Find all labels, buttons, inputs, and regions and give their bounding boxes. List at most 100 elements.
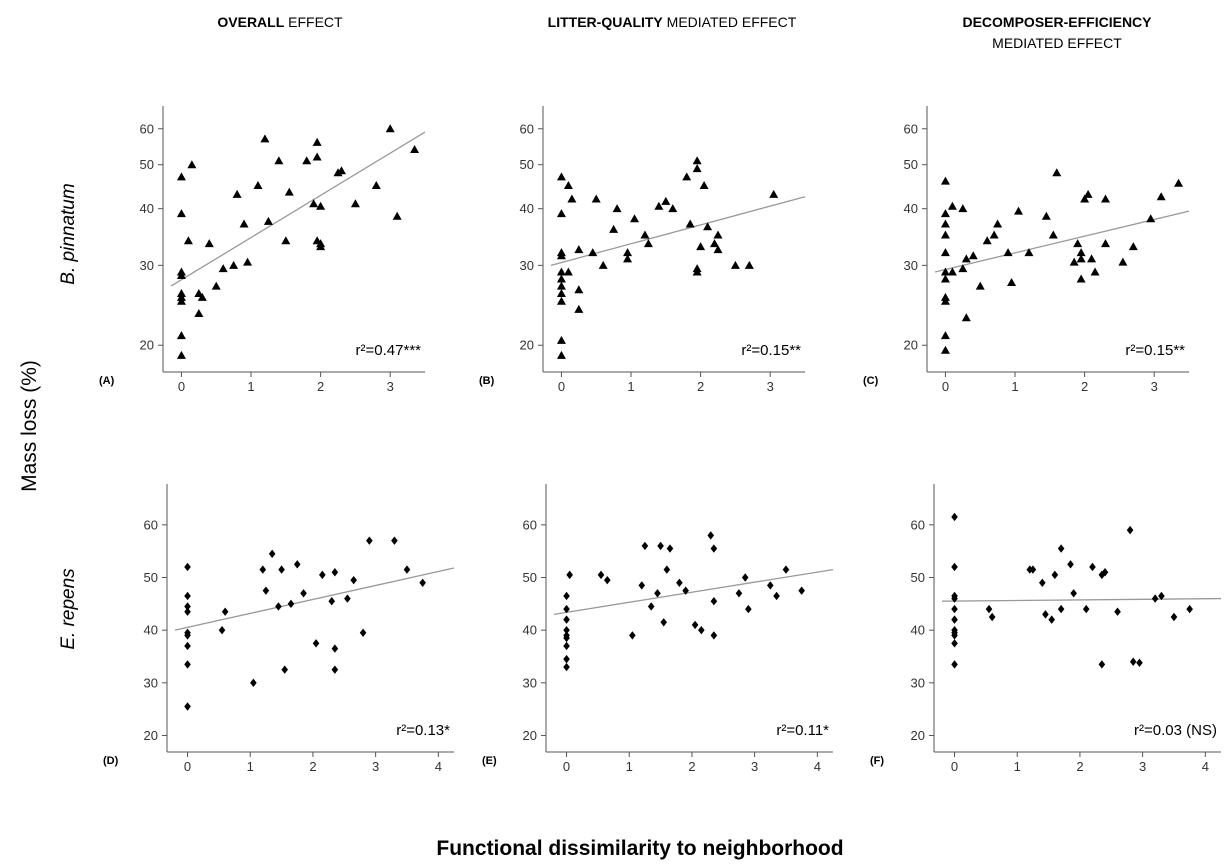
data-point (1098, 660, 1106, 669)
data-point (197, 292, 207, 301)
data-point (951, 512, 958, 522)
data-point (563, 654, 570, 664)
data-point (951, 660, 958, 669)
x-tick-label: 2 (1076, 759, 1083, 774)
y-tick-label: 30 (904, 258, 918, 273)
x-tick-label: 2 (688, 759, 695, 774)
data-point (968, 251, 978, 260)
x-tick-label: 0 (951, 759, 958, 774)
data-point (312, 639, 320, 648)
data-point (982, 236, 992, 245)
data-point (623, 248, 633, 257)
y-tick-label: 60 (520, 121, 534, 136)
data-point (657, 541, 664, 551)
y-tick-label: 30 (140, 258, 154, 273)
data-point (391, 536, 398, 545)
data-point (1126, 525, 1134, 535)
y-tick-label: 20 (144, 728, 158, 743)
data-point (1069, 257, 1079, 266)
data-point (940, 230, 950, 239)
data-point (260, 134, 270, 143)
data-point (1101, 568, 1109, 577)
fit-line (553, 568, 834, 616)
data-point (184, 641, 191, 651)
panel-letter: (E) (482, 755, 497, 767)
data-point (281, 236, 291, 245)
data-point (663, 565, 671, 574)
y-tick-label: 50 (904, 157, 918, 172)
data-point (1129, 657, 1137, 666)
data-point (713, 245, 723, 254)
data-point (744, 260, 754, 269)
data-point (1158, 591, 1165, 601)
data-point (184, 607, 191, 616)
data-point (1136, 658, 1143, 668)
data-point (275, 602, 282, 611)
data-point (316, 201, 326, 210)
data-point (312, 152, 322, 161)
data-point (184, 562, 191, 572)
x-tick-label: 0 (184, 759, 191, 774)
data-point (556, 274, 566, 283)
data-point (741, 573, 749, 582)
data-point (1146, 214, 1156, 223)
data-point (1118, 257, 1128, 266)
data-point (985, 604, 993, 614)
data-point (563, 625, 570, 635)
x-tick-label: 0 (942, 379, 949, 394)
y-tick-label: 30 (144, 675, 158, 690)
data-point (638, 581, 646, 590)
data-point (597, 570, 605, 580)
panel-e: 20 30 40 50 60 0 1 2 3 4 (E) r²=0.11* (482, 484, 834, 774)
data-point (951, 591, 958, 601)
data-point (951, 562, 958, 572)
data-point (574, 245, 584, 254)
data-point (603, 575, 611, 585)
x-tick-label: 1 (626, 759, 633, 774)
data-point (710, 631, 718, 640)
data-point (682, 172, 692, 181)
row-label-b-pinnatum: B. pinnatum (58, 183, 79, 284)
panel-letter: (C) (863, 375, 879, 387)
data-point (710, 239, 720, 248)
data-point (359, 628, 367, 637)
data-point (309, 199, 319, 208)
data-point (1076, 254, 1086, 263)
data-point (263, 216, 273, 225)
data-point (284, 187, 294, 196)
data-point (239, 219, 249, 228)
y-tick-label: 20 (911, 728, 925, 743)
y-tick-label: 30 (520, 258, 534, 273)
y-axis-label: Mass loss (%) (18, 360, 41, 492)
x-tick-label: 3 (1139, 759, 1146, 774)
data-point (268, 549, 276, 559)
data-point (556, 172, 566, 181)
data-point (1003, 248, 1013, 257)
data-point (660, 618, 668, 627)
y-tick-label: 60 (144, 517, 158, 532)
column-title-decomposer-efficiency-line2: MEDIATED EFFECT (992, 35, 1122, 51)
data-point (259, 565, 267, 574)
data-point (1170, 612, 1178, 622)
panel-letter: (D) (103, 755, 119, 767)
data-point (312, 137, 322, 146)
data-point (302, 156, 312, 165)
data-point (1041, 211, 1051, 220)
data-point (556, 267, 566, 276)
data-point (951, 639, 958, 648)
data-point (333, 168, 343, 177)
y-tick-label: 50 (144, 570, 158, 585)
data-point (1067, 560, 1074, 569)
data-point (1089, 562, 1096, 572)
panel-letter: (A) (99, 375, 115, 387)
data-point (947, 201, 957, 210)
data-point (410, 145, 420, 154)
data-point (641, 541, 649, 551)
data-point (1057, 604, 1065, 614)
data-point (993, 219, 1003, 228)
data-point (1024, 248, 1034, 257)
data-point (385, 124, 395, 133)
data-point (176, 172, 186, 181)
data-point (958, 204, 968, 213)
fit-line (174, 567, 455, 631)
